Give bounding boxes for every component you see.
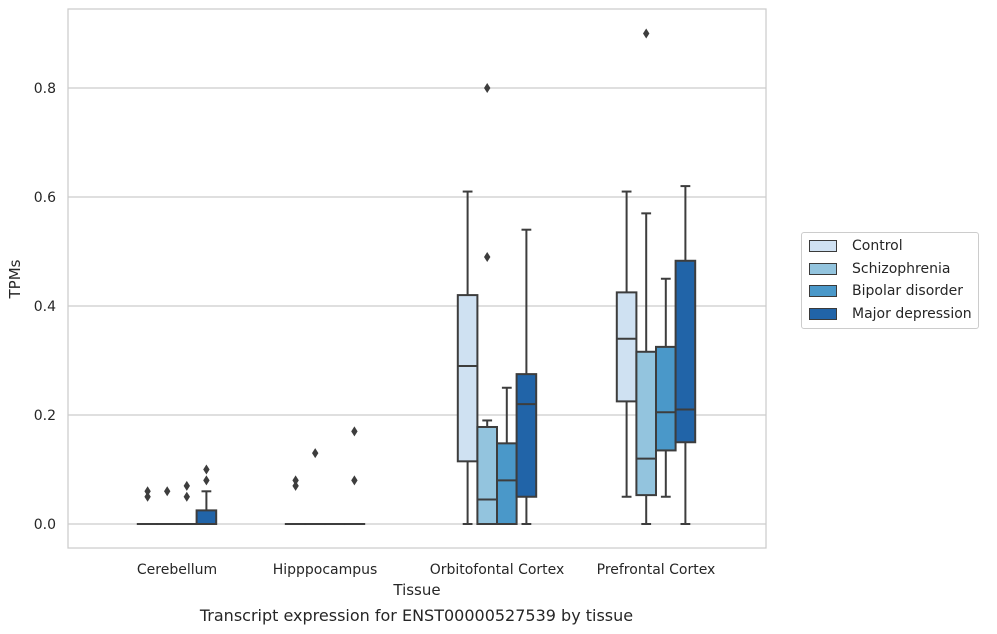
outlier-point	[643, 28, 650, 39]
x-axis-title: Tissue	[392, 581, 440, 599]
y-axis-title: TPMs	[6, 259, 24, 299]
x-tick-label: Hipppocampus	[273, 562, 378, 578]
x-tick-label: Orbitofontal Cortex	[430, 562, 565, 578]
legend-item: Major depression	[808, 303, 972, 326]
legend-item: Control	[808, 235, 972, 258]
outlier-point	[351, 426, 358, 437]
outlier-point	[203, 475, 210, 486]
box	[476, 425, 498, 525]
box	[456, 294, 479, 463]
gridlines	[68, 87, 766, 525]
box	[655, 345, 677, 452]
x-tick-label: Cerebellum	[137, 562, 217, 578]
y-tick-label: 0.2	[34, 408, 56, 424]
legend-swatch	[809, 240, 837, 253]
x-tick-label: Prefrontal Cortex	[597, 562, 716, 578]
legend-item: Schizophrenia	[808, 258, 972, 281]
outlier-point	[351, 475, 358, 486]
outlier-point	[144, 491, 151, 502]
outlier-point	[144, 486, 151, 497]
box	[635, 350, 658, 497]
legend-label: Control	[852, 238, 903, 255]
box-plot-boxes	[136, 28, 697, 526]
legend-label: Bipolar disorder	[852, 283, 964, 300]
outlier-point	[292, 480, 299, 491]
plot-frame	[67, 8, 767, 549]
legend-label: Major depression	[852, 305, 972, 322]
outlier-point	[183, 480, 190, 491]
y-axis-ticks: 0.0 0.2 0.4 0.6 0.8	[34, 81, 56, 533]
legend-label: Schizophrenia	[852, 260, 951, 277]
chart-caption: Transcript expression for ENST0000052753…	[199, 606, 634, 625]
y-tick-label: 0.4	[34, 299, 56, 315]
y-tick-label: 0.0	[34, 517, 56, 533]
outlier-point	[183, 491, 190, 502]
legend-swatch	[809, 307, 837, 320]
box	[674, 259, 697, 444]
box	[515, 373, 538, 498]
y-tick-label: 0.8	[34, 81, 56, 97]
y-tick-label: 0.6	[34, 190, 56, 206]
box	[195, 509, 218, 525]
outlier-point	[312, 448, 319, 459]
legend-item: Bipolar disorder	[808, 280, 972, 303]
legend-swatch	[809, 285, 837, 298]
x-axis-ticks: Cerebellum Hipppocampus Orbitofontal Corte…	[137, 562, 715, 578]
legend: Control Schizophrenia Bipolar disorder Majo…	[801, 232, 979, 329]
box	[496, 442, 518, 525]
outlier-point	[164, 486, 171, 497]
outlier-point	[484, 251, 491, 262]
outlier-point	[484, 83, 491, 93]
outlier-point	[292, 475, 299, 486]
legend-swatch	[809, 262, 837, 275]
box	[615, 291, 638, 403]
outlier-point	[203, 464, 210, 475]
